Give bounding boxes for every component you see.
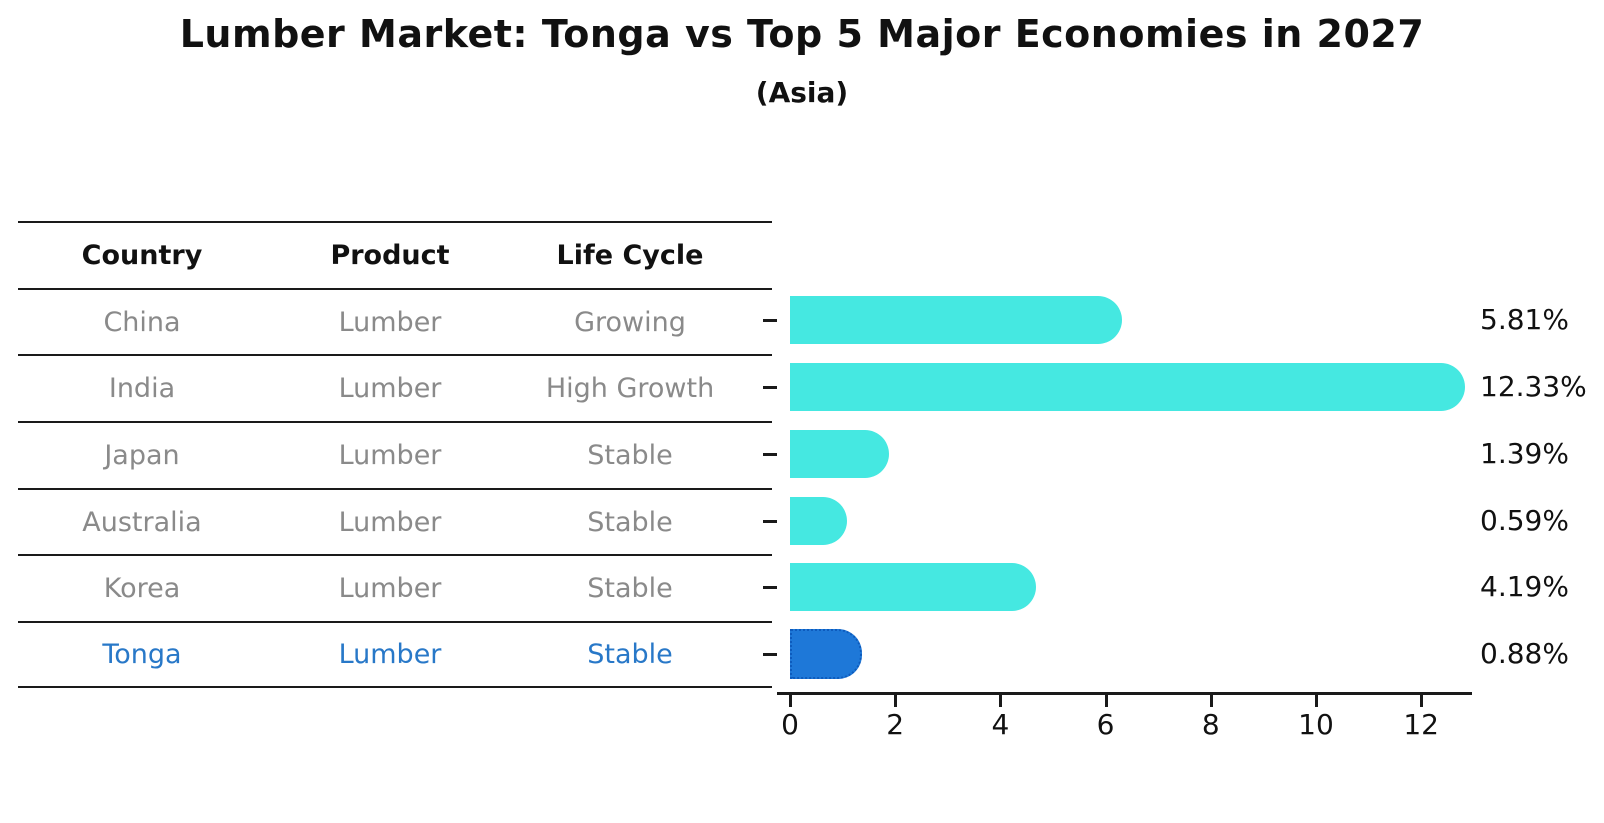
cell-life-cycle: Growing (574, 306, 686, 338)
cell-life-cycle: Stable (587, 506, 673, 538)
cell-life-cycle: Stable (587, 638, 673, 670)
chart-title: Lumber Market: Tonga vs Top 5 Major Econ… (179, 12, 1425, 56)
table-row: Australia Lumber Stable (18, 487, 772, 555)
table-row: Korea Lumber Stable (18, 554, 772, 621)
x-axis-tick-label: 12 (1403, 708, 1439, 741)
y-axis-tick (763, 653, 777, 656)
column-header-product: Product (330, 239, 450, 271)
x-axis-tick-label: 0 (781, 708, 799, 741)
x-axis-tick-label: 4 (991, 708, 1010, 741)
cell-country: Tonga (102, 638, 182, 670)
y-axis-tick (763, 453, 777, 456)
bar-value-label: 5.81% (1480, 303, 1569, 336)
table-row: China Lumber Growing (18, 287, 772, 355)
y-axis-tick (763, 386, 777, 389)
cell-country: Australia (82, 506, 202, 538)
bar-value-label: 12.33% (1480, 370, 1587, 403)
y-axis-tick (763, 319, 777, 322)
y-axis-tick (763, 586, 777, 589)
x-axis-line (777, 692, 1472, 695)
cell-product: Lumber (338, 638, 442, 670)
x-axis-tick (1315, 695, 1318, 707)
cell-country: China (103, 306, 181, 338)
column-header-country: Country (81, 239, 203, 271)
cell-life-cycle: Stable (587, 439, 673, 471)
cell-country: Korea (103, 573, 181, 605)
bar-highlight-tonga (790, 629, 862, 679)
x-axis-tick (1104, 695, 1108, 707)
bar-value-label: 1.39% (1480, 437, 1569, 470)
column-header-life-cycle: Life Cycle (556, 239, 704, 271)
x-axis-tick (1209, 695, 1213, 707)
x-axis-tick-label: 6 (1096, 708, 1115, 741)
x-axis-tick-label: 2 (886, 708, 905, 741)
bar-korea (790, 563, 1036, 611)
cell-product: Lumber (338, 306, 442, 338)
bar-australia (790, 497, 847, 545)
bar-value-label: 0.59% (1480, 504, 1569, 537)
x-axis-tick-label: 10 (1298, 708, 1334, 741)
bar-china (790, 296, 1122, 344)
cell-country: Japan (104, 439, 180, 471)
y-axis-tick (763, 520, 777, 523)
bar-value-label: 4.19% (1480, 570, 1569, 603)
cell-life-cycle: High Growth (545, 373, 715, 405)
chart-subtitle: (Asia) (755, 76, 849, 109)
x-axis-tick-label: 8 (1201, 708, 1220, 741)
bar-japan (790, 430, 889, 478)
cell-product: Lumber (338, 439, 442, 471)
cell-country: India (108, 373, 176, 405)
table-row: Japan Lumber Stable (18, 421, 772, 488)
x-axis-tick (789, 695, 792, 707)
country-table: Country Product Life Cycle China Lumber … (18, 221, 772, 688)
bar-value-label: 0.88% (1480, 637, 1569, 670)
x-axis-tick (1420, 695, 1424, 707)
x-axis-tick (999, 695, 1003, 707)
bar-india (790, 363, 1465, 411)
table-row: India Lumber High Growth (18, 354, 772, 421)
cell-product: Lumber (338, 373, 442, 405)
cell-product: Lumber (338, 506, 442, 538)
x-axis-tick (894, 695, 898, 707)
table-row: Tonga Lumber Stable (18, 621, 772, 688)
table-header-row: Country Product Life Cycle (18, 221, 772, 288)
cell-product: Lumber (338, 573, 442, 605)
cell-life-cycle: Stable (587, 573, 673, 605)
